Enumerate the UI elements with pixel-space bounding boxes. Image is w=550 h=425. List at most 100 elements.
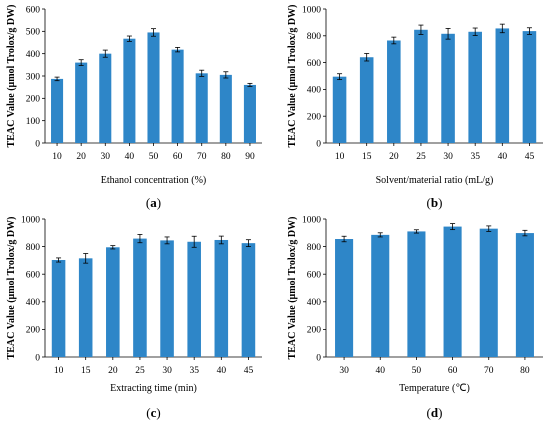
x-tick-label: 45 [244,366,254,376]
y-tick-label: 0 [316,139,321,149]
y-axis-label: TEAC Value (μmol Trolox/g DW) [287,5,298,148]
x-tick-label: 15 [81,366,91,376]
y-tick-label: 200 [26,95,41,105]
y-tick-label: 800 [307,243,322,253]
y-tick-label: 400 [307,298,322,308]
error-bar-90 [247,82,253,87]
y-tick-label: 0 [35,139,40,149]
error-bar-40 [126,35,132,42]
x-tick-label: 45 [525,152,535,162]
bar-10 [332,76,347,143]
y-tick-label: 800 [307,32,322,42]
bar-45 [241,243,256,357]
error-bar-25 [418,24,424,35]
y-tick-label: 800 [26,243,41,253]
y-tick-label: 300 [26,72,41,82]
bar-50 [407,231,426,357]
y-tick-label: 100 [26,117,41,127]
bar-40 [123,38,136,143]
bar-35 [187,241,201,357]
y-tick-label: 400 [26,50,41,60]
error-bar-70 [486,225,492,232]
y-tick-label: 1000 [302,5,321,15]
x-tick-label: 40 [498,152,508,162]
bar-80 [515,233,534,357]
x-tick-label: 60 [448,366,458,376]
error-bar-45 [526,27,532,35]
x-tick-label: 20 [76,152,86,162]
bar-90 [243,84,256,143]
error-bar-50 [413,229,419,234]
y-tick-label: 600 [307,271,322,281]
x-tick-label: 60 [173,152,183,162]
y-tick-label: 0 [316,353,321,363]
y-tick-label: 200 [307,326,322,336]
x-tick-label: 35 [189,366,199,376]
x-tick-label: 25 [416,152,426,162]
panel-label: (a) [146,195,161,210]
bar-40 [371,234,390,357]
error-bar-30 [341,235,347,243]
x-tick-label: 50 [412,366,422,376]
error-bar-20 [78,59,84,66]
error-bar-15 [364,53,370,62]
x-tick-label: 10 [52,152,62,162]
y-axis-label: TEAC Value (μmol Trolox/g DW) [287,217,298,360]
bar-70 [195,73,208,143]
y-tick-label: 600 [307,59,322,69]
error-bar-10 [56,257,62,263]
error-bar-45 [245,239,251,248]
error-bar-60 [175,47,181,53]
y-axis-label: TEAC Value (μmol Trolox/g DW) [6,5,17,148]
panel-label: (c) [146,405,160,420]
error-bar-50 [151,28,156,37]
x-axis-label: Extracting time (min) [110,383,197,394]
x-axis-label: Ethanol concentration (%) [101,175,207,186]
error-bar-60 [450,223,456,231]
bar-10 [51,78,64,143]
x-tick-label: 30 [443,152,453,162]
x-tick-label: 80 [221,152,231,162]
x-tick-label: 90 [245,152,255,162]
bar-35 [468,31,482,144]
x-tick-label: 20 [389,152,399,162]
x-axis-label: Solvent/material ratio (mL/g) [376,175,494,186]
y-axis-label: TEAC Value (μmol Trolox/g DW) [6,217,17,360]
x-tick-label: 40 [376,366,386,376]
x-tick-label: 80 [520,366,530,376]
x-axis-label: Temperature (℃) [399,383,470,394]
x-tick-label: 40 [125,152,135,162]
x-tick-label: 20 [108,366,118,376]
y-tick-label: 1000 [302,215,321,225]
bar-25 [414,29,428,143]
y-tick-label: 400 [26,298,41,308]
y-tick-label: 200 [26,326,41,336]
bar-40 [214,239,229,357]
bar-40 [495,28,510,143]
x-tick-label: 40 [217,366,227,376]
bar-70 [479,228,498,357]
error-bar-40 [377,232,383,238]
error-bar-25 [137,234,143,244]
y-tick-label: 1000 [21,215,40,225]
y-tick-label: 0 [35,353,40,363]
error-bar-40 [499,23,505,34]
bar-45 [522,31,537,143]
bar-60 [443,226,462,357]
error-bar-15 [83,253,89,264]
error-bar-35 [191,235,197,248]
x-tick-label: 10 [335,152,345,162]
x-tick-label: 10 [54,366,64,376]
bar-20 [387,40,401,143]
error-bar-40 [218,235,224,245]
y-tick-label: 600 [26,5,41,15]
bar-30 [99,53,112,143]
bar-30 [441,33,455,143]
chart-panel-a: 0 100 200 300 400 500 600 10 20 30 40 50 60 70 80 90 TEA… [6,5,262,210]
bar-30 [160,240,174,357]
error-bar-30 [102,49,108,58]
bar-60 [171,49,184,143]
error-bar-30 [445,28,451,40]
error-bar-20 [110,245,116,250]
